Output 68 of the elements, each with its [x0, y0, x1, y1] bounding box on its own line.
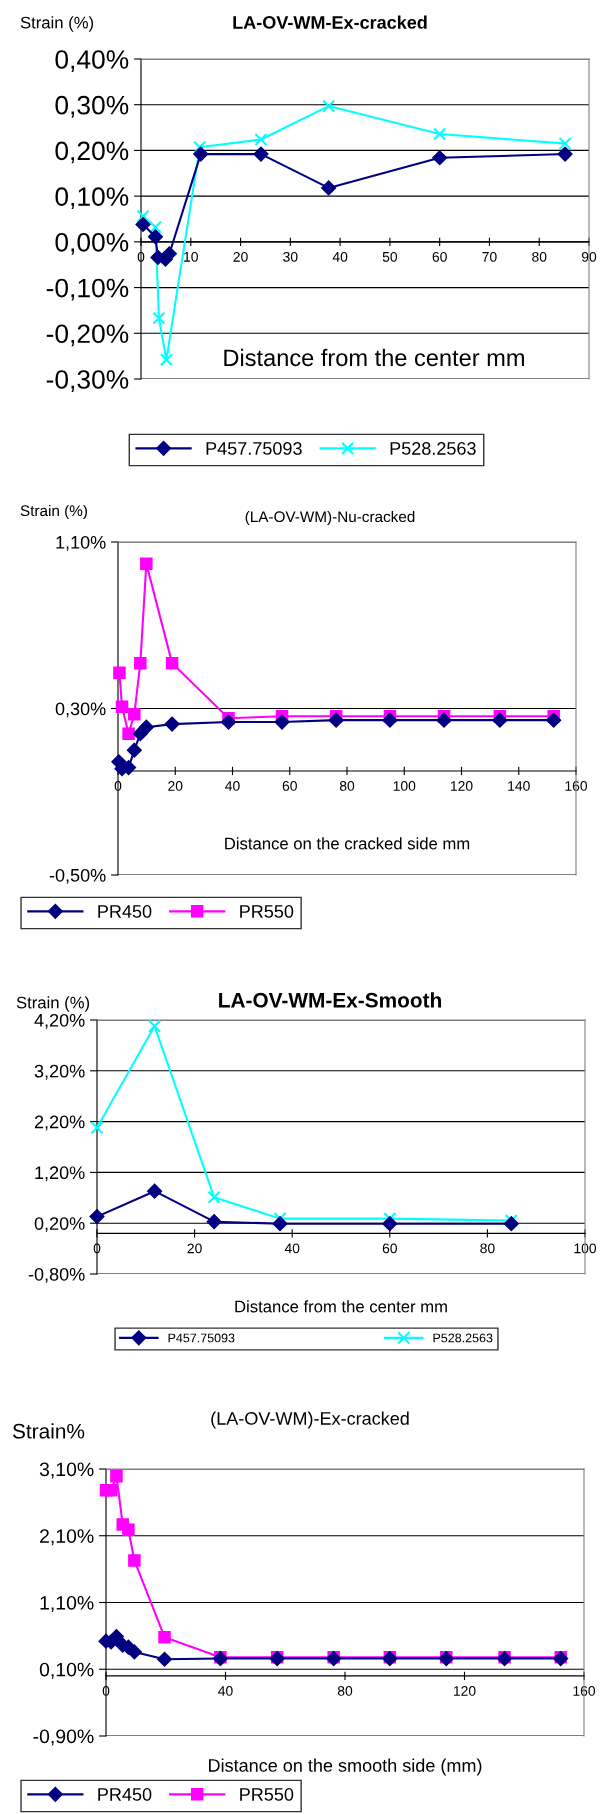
chart-title: (LA-OV-WM)-Nu-cracked [245, 510, 415, 526]
y-tick-label: 0,20% [55, 141, 129, 164]
x-tick-label: 40 [218, 1686, 233, 1696]
y-axis-title: Strain (%) [20, 504, 87, 520]
y-tick-label: -0,90% [33, 1729, 94, 1746]
legend-label: PR450 [98, 1788, 152, 1801]
x-axis-title: Distance on the smooth side (mm) [209, 1758, 482, 1776]
x-tick-label: 60 [432, 251, 447, 262]
y-tick-label: 3,20% [34, 1064, 85, 1080]
y-tick-label: -0,20% [46, 324, 129, 347]
chart-title: LA-OV-WM-Ex-cracked [233, 15, 427, 29]
x-axis-title: Distance from the center mm [224, 348, 524, 367]
y-tick-label: 1,20% [35, 1166, 85, 1182]
y-axis-title: Strain (%) [16, 996, 90, 1012]
x-tick-label: 80 [337, 1686, 353, 1696]
x-tick-label: 70 [482, 251, 497, 262]
chart-title: (LA-OV-WM)-Ex-cracked [211, 1411, 409, 1429]
x-tick-label: 50 [382, 251, 398, 262]
x-tick-label: 30 [283, 251, 298, 262]
y-tick-label: -0,50% [49, 868, 106, 884]
x-axis-title: Distance on the cracked side mm [225, 837, 470, 850]
y-tick-label: -0,30% [46, 370, 129, 392]
x-tick-label: 20 [168, 781, 183, 791]
x-tick-label: 10 [184, 251, 198, 262]
y-tick-label: 0,20% [34, 1217, 85, 1233]
x-tick-label: 140 [508, 781, 530, 791]
x-tick-label: 100 [393, 781, 416, 791]
legend-label: P528.2563 [390, 442, 476, 455]
y-tick-label: 0,10% [39, 1662, 94, 1679]
x-tick-label: 160 [573, 1686, 596, 1696]
y-tick-label: -0,10% [46, 278, 129, 301]
x-tick-label: 60 [282, 781, 297, 791]
x-tick-label: 60 [382, 1243, 397, 1254]
legend-label: PR550 [240, 905, 294, 918]
x-tick-label: 100 [574, 1243, 597, 1254]
legend-label: PR450 [98, 905, 152, 918]
y-tick-label: 0,00% [55, 232, 129, 255]
x-tick-label: 80 [339, 781, 355, 791]
y-tick-label: 0,30% [55, 702, 106, 718]
x-tick-label: 80 [480, 1243, 495, 1254]
y-tick-label: 2,10% [40, 1529, 94, 1546]
x-tick-label: 90 [581, 251, 597, 262]
y-tick-label: 4,20% [34, 1013, 85, 1029]
chart-title: LA-OV-WM-Ex-Smooth [219, 992, 441, 1008]
y-tick-label: 1,10% [56, 535, 106, 551]
y-axis-title: Strain (%) [20, 16, 94, 32]
y-tick-label: 0,30% [55, 95, 129, 118]
x-tick-label: 40 [225, 781, 240, 791]
x-tick-label: 120 [450, 781, 473, 791]
x-tick-label: 20 [187, 1243, 202, 1254]
y-axis-title: Strain% [12, 1423, 85, 1439]
y-tick-label: 1,10% [40, 1595, 94, 1613]
x-tick-label: 40 [332, 251, 348, 262]
legend-label: PR550 [240, 1788, 294, 1801]
legend-label: P457.75093 [206, 442, 302, 455]
y-tick-label: 2,20% [34, 1115, 85, 1131]
y-tick-label: 0,40% [55, 50, 129, 72]
x-tick-label: 40 [284, 1243, 300, 1254]
x-tick-label: 160 [565, 781, 588, 791]
legend-label: P457.75093 [168, 1333, 235, 1343]
y-tick-label: 3,10% [39, 1462, 94, 1479]
x-tick-label: 20 [233, 251, 248, 262]
x-tick-label: 80 [532, 251, 547, 262]
x-tick-label: 120 [453, 1686, 476, 1696]
y-tick-label: 0,10% [55, 187, 129, 210]
legend-label: P528.2563 [433, 1333, 493, 1343]
x-axis-title: Distance from the center mm [235, 1300, 447, 1313]
y-tick-label: -0,80% [28, 1267, 85, 1283]
